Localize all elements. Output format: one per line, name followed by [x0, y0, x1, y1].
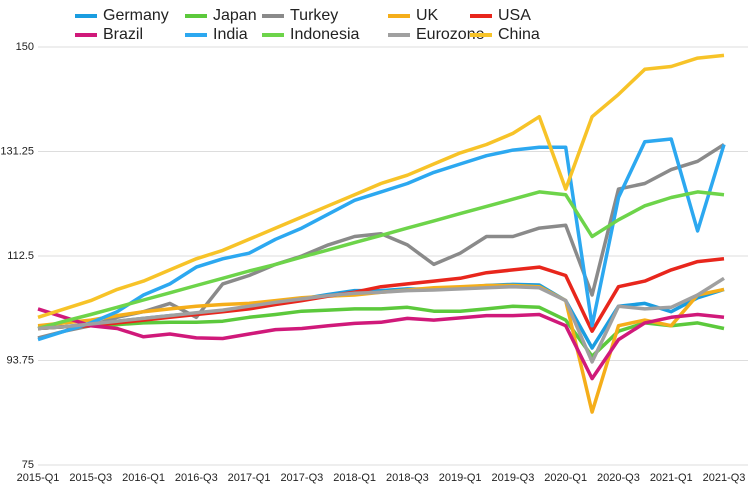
x-tick-label: 2021-Q3 — [703, 472, 746, 484]
series-line — [37, 53, 725, 319]
y-tick-label: 150 — [16, 41, 34, 53]
legend-label: Turkey — [290, 7, 338, 24]
x-tick-label: 2018-Q1 — [333, 472, 376, 484]
legend-label: USA — [498, 7, 531, 24]
legend-label: India — [213, 26, 248, 43]
y-tick-label: 93.75 — [6, 354, 34, 366]
legend-label: UK — [416, 7, 439, 24]
legend-label: Japan — [213, 7, 257, 24]
y-tick-label: 131.25 — [0, 145, 34, 157]
x-tick-label: 2016-Q1 — [122, 472, 165, 484]
series-line — [37, 190, 725, 331]
x-tick-label: 2018-Q3 — [386, 472, 429, 484]
y-tick-label: 112.5 — [7, 250, 34, 262]
series-line — [37, 304, 725, 359]
series-line — [37, 307, 725, 381]
series-line — [37, 276, 725, 364]
x-tick-label: 2020-Q3 — [597, 472, 640, 484]
x-tick-label: 2019-Q1 — [439, 472, 482, 484]
legend-label: Indonesia — [290, 26, 359, 43]
x-tick-label: 2020-Q1 — [544, 472, 587, 484]
x-tick-label: 2016-Q3 — [175, 472, 218, 484]
x-tick-label: 2019-Q3 — [492, 472, 535, 484]
x-tick-label: 2017-Q1 — [228, 472, 271, 484]
legend-label: Germany — [103, 7, 169, 24]
x-tick-label: 2017-Q3 — [280, 472, 323, 484]
x-tick-label: 2021-Q1 — [650, 472, 693, 484]
legend-label: China — [498, 26, 540, 43]
y-tick-label: 75 — [22, 459, 34, 471]
legend-label: Brazil — [103, 26, 143, 43]
legend-label: Eurozone — [416, 26, 485, 43]
x-tick-label: 2015-Q3 — [69, 472, 112, 484]
series-line — [37, 137, 726, 342]
x-tick-label: 2015-Q1 — [17, 472, 60, 484]
